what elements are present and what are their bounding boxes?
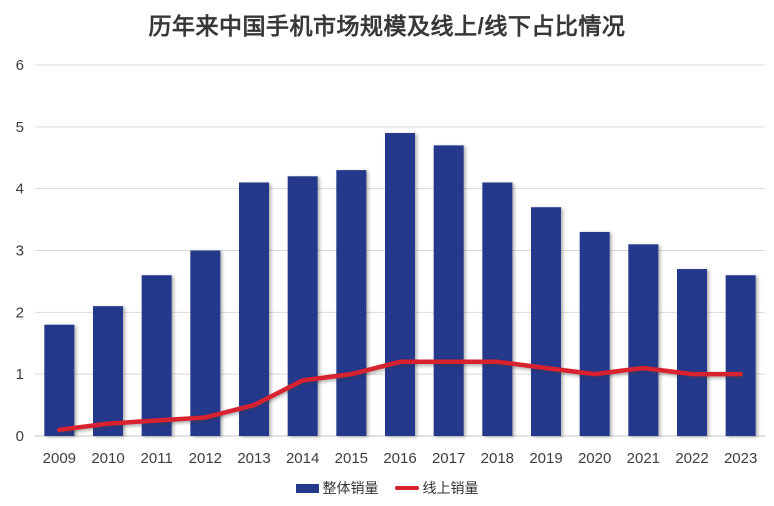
legend-item-online-sales: 线上销量 <box>394 478 479 498</box>
x-tick-label-2011: 2011 <box>141 450 173 467</box>
x-tick-label-2009: 2009 <box>43 450 76 467</box>
legend-label-total-sales: 整体销量 <box>322 480 379 496</box>
bar-series-swatch-icon <box>295 483 319 493</box>
x-tick-label-2015: 2015 <box>335 450 368 467</box>
x-tick-label-2021: 2021 <box>627 450 660 467</box>
online-sales-line <box>57 359 743 433</box>
y-tick-label-0: 0 <box>16 428 24 445</box>
bar-2010 <box>93 306 123 436</box>
bar-2018 <box>482 182 513 436</box>
bar-2023 <box>725 275 756 436</box>
y-tick-label-2: 2 <box>16 304 24 321</box>
bar-2022 <box>677 269 707 436</box>
chart-title: 历年来中国手机市场规模及线上/线下占比情况 <box>148 13 626 39</box>
y-tick-label-1: 1 <box>16 366 24 383</box>
x-tick-label-2020: 2020 <box>578 450 611 467</box>
x-tick-label-2013: 2013 <box>237 450 270 467</box>
chart-legend: 整体销量 线上销量 <box>0 478 774 498</box>
bar-2011 <box>141 275 172 436</box>
y-tick-label-4: 4 <box>16 181 24 198</box>
x-tick-label-2018: 2018 <box>481 450 514 467</box>
bar-2015 <box>336 170 367 436</box>
y-tick-label-3: 3 <box>16 243 24 260</box>
bar-2009 <box>44 324 75 436</box>
x-tick-label-2019: 2019 <box>529 450 562 467</box>
x-tick-label-2014: 2014 <box>286 450 319 467</box>
x-tick-label-2017: 2017 <box>432 450 465 467</box>
x-tick-label-2016: 2016 <box>383 450 416 467</box>
x-tick-label-2022: 2022 <box>675 450 708 467</box>
bar-2017 <box>433 145 464 436</box>
x-tick-label-2010: 2010 <box>91 450 124 467</box>
y-tick-label-6: 6 <box>16 57 24 74</box>
bar-2019 <box>531 207 561 436</box>
x-tick-label-2023: 2023 <box>724 450 757 467</box>
legend-item-total-sales: 整体销量 <box>295 478 379 498</box>
y-tick-label-5: 5 <box>16 119 24 136</box>
bar-2021 <box>628 244 659 436</box>
legend-label-online-sales: 线上销量 <box>422 480 479 496</box>
bar-2020 <box>579 231 610 436</box>
x-tick-label-2012: 2012 <box>189 450 222 467</box>
bar-2013 <box>239 182 269 436</box>
line-series-swatch-icon <box>394 486 419 490</box>
bar-2016 <box>385 133 415 436</box>
bar-2014 <box>287 176 318 437</box>
bar-2012 <box>190 250 221 436</box>
